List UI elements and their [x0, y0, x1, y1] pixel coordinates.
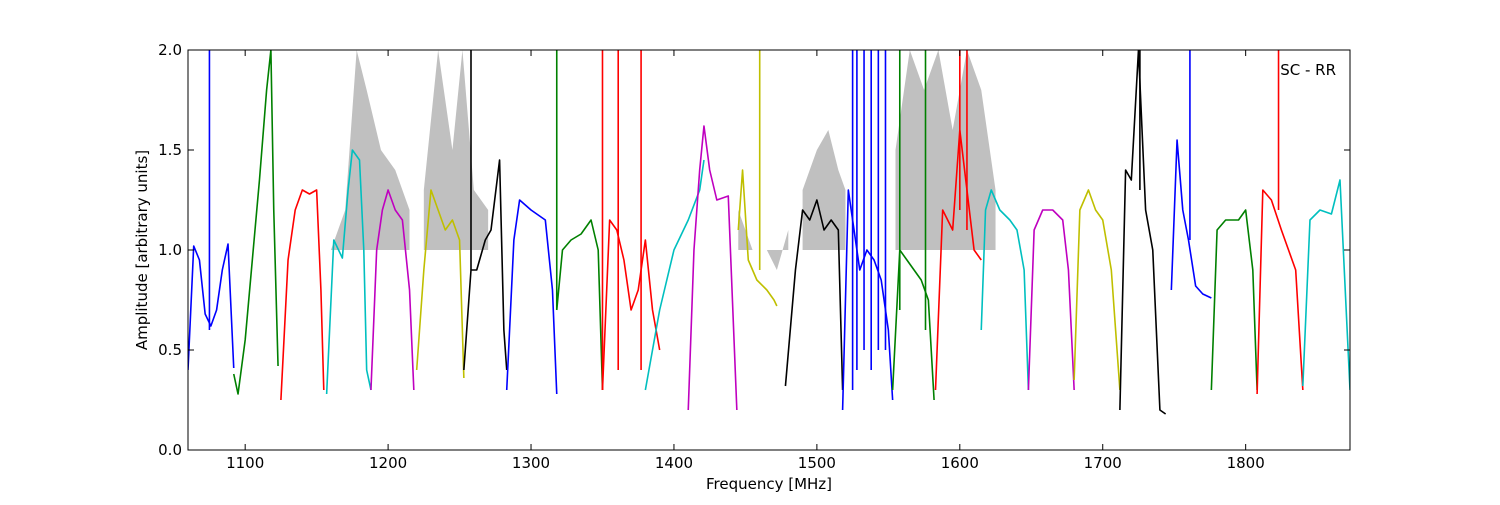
series-line-22	[1210, 209, 1258, 391]
series-line-6	[463, 159, 508, 371]
x-tick-label: 1100	[226, 454, 264, 472]
series-line-3	[325, 149, 372, 395]
x-tick-label: 1200	[369, 454, 407, 472]
series-line-24	[1302, 179, 1350, 391]
spike-layer	[208, 50, 1280, 390]
x-tick-label: 1400	[655, 454, 693, 472]
gray-band-2	[738, 210, 789, 270]
series-line-4	[370, 189, 415, 391]
x-axis-label: Frequency [MHz]	[706, 475, 832, 493]
x-tick-label: 1300	[512, 454, 550, 472]
series-layer	[188, 50, 1350, 415]
series-line-0	[188, 243, 235, 371]
gray-band-3	[802, 130, 846, 250]
series-line-23	[1256, 189, 1304, 395]
series-line-8	[555, 219, 604, 391]
series-line-1	[232, 50, 279, 395]
y-tick-label: 2.0	[158, 41, 182, 59]
series-line-17	[980, 189, 1030, 391]
gray-band-layer	[330, 50, 996, 270]
y-tick-label: 0.5	[158, 341, 182, 359]
series-line-2	[280, 189, 325, 401]
series-line-19	[1073, 189, 1121, 391]
x-tick-label: 1600	[941, 454, 979, 472]
x-tick-label: 1800	[1227, 454, 1265, 472]
series-line-5	[415, 189, 465, 379]
y-tick-label: 1.0	[158, 241, 182, 259]
y-axis-ticks: 0.0 0.5 1.0 1.5 2.0	[158, 41, 1350, 459]
series-line-13	[784, 199, 844, 391]
x-axis-ticks: 1100 1200 1300 1400 1500 1600 1700 1800	[226, 50, 1265, 472]
series-line-12	[737, 169, 778, 307]
x-tick-label: 1500	[798, 454, 836, 472]
x-tick-label: 1700	[1084, 454, 1122, 472]
series-line-9	[601, 219, 661, 391]
series-line-20	[1119, 50, 1167, 415]
series-line-21	[1170, 139, 1212, 299]
gray-band-1	[423, 50, 489, 250]
y-tick-label: 1.5	[158, 141, 182, 159]
series-line-10	[644, 159, 705, 391]
gray-band-4	[895, 50, 996, 250]
chart-annotation: SC - RR	[1280, 61, 1336, 79]
series-line-7	[505, 199, 558, 395]
y-axis-label: Amplitude [arbitrary units]	[133, 150, 151, 350]
series-line-11	[687, 125, 738, 411]
gray-band-0	[330, 50, 410, 250]
series-line-18	[1027, 209, 1075, 391]
y-tick-label: 0.0	[158, 441, 182, 459]
